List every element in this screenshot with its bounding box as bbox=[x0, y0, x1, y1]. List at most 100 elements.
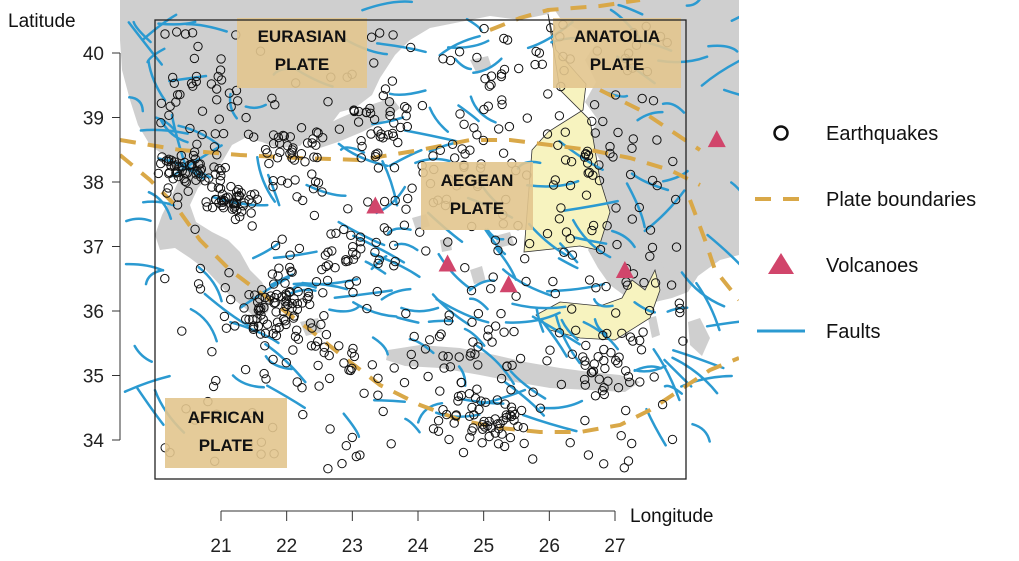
karpathos-island bbox=[648, 316, 660, 338]
fault-line bbox=[168, 74, 208, 83]
legend-plate-boundaries-label: Plate boundaries bbox=[826, 189, 976, 211]
earthquake-point bbox=[467, 402, 477, 413]
earthquake-point bbox=[499, 327, 509, 337]
earthquake-point bbox=[554, 111, 565, 121]
earthquake-point bbox=[639, 277, 649, 288]
earthquake-point bbox=[289, 311, 299, 321]
earthquake-point bbox=[579, 374, 590, 385]
fault-line bbox=[272, 250, 318, 260]
earthquake-point bbox=[438, 54, 448, 64]
earthquake-point bbox=[310, 341, 321, 351]
earthquake-point bbox=[484, 81, 494, 91]
fault-line bbox=[468, 279, 496, 292]
earthquake-point bbox=[351, 250, 361, 260]
earthquake-point bbox=[389, 363, 399, 373]
volcano-marker bbox=[366, 196, 385, 214]
fault-line bbox=[127, 21, 164, 66]
earthquake-point bbox=[278, 306, 289, 317]
earthquake-point bbox=[317, 264, 327, 275]
volcano-marker bbox=[615, 261, 634, 279]
earthquake-point bbox=[599, 383, 609, 393]
fault-line bbox=[610, 229, 636, 249]
fault-line bbox=[438, 34, 481, 57]
earthquake-point bbox=[496, 373, 507, 384]
earthquake-point bbox=[494, 124, 504, 134]
earthquake-point bbox=[591, 283, 601, 293]
earthquake-point bbox=[502, 361, 512, 371]
earthquake-point bbox=[548, 180, 559, 190]
earthquake-point bbox=[269, 279, 279, 289]
earthquake-point bbox=[164, 110, 174, 121]
earthquake-point bbox=[516, 405, 527, 416]
earthquake-point bbox=[312, 336, 323, 347]
earthquake-point bbox=[500, 399, 510, 409]
fault-line bbox=[706, 233, 739, 266]
earthquake-point bbox=[325, 424, 335, 434]
y-axis: 34 35 36 37 38 39 40 Latitude bbox=[8, 11, 121, 452]
earthquake-point bbox=[261, 374, 271, 384]
earthquake-point bbox=[379, 196, 390, 207]
earthquake-point bbox=[216, 75, 227, 85]
earthquake-point bbox=[428, 151, 438, 161]
fault-line bbox=[352, 301, 398, 318]
earthquake-point bbox=[378, 406, 388, 417]
fault-line bbox=[388, 89, 427, 96]
earthquake-point bbox=[594, 175, 605, 186]
earthquake-point bbox=[180, 176, 190, 186]
earthquake-point bbox=[366, 32, 377, 42]
earthquake-point bbox=[168, 72, 178, 83]
earthquake-point bbox=[365, 108, 376, 119]
earthquake-point bbox=[247, 221, 257, 231]
earthquake-point bbox=[671, 242, 682, 252]
earthquake-point bbox=[601, 281, 611, 292]
earthquake-point bbox=[307, 169, 317, 179]
earthquake-point bbox=[195, 284, 206, 294]
fault-line bbox=[486, 228, 505, 241]
earthquake-point bbox=[433, 426, 444, 436]
earthquake-point bbox=[565, 438, 575, 448]
earthquake-point bbox=[349, 105, 359, 116]
earthquake-point bbox=[528, 387, 538, 397]
earthquake-point bbox=[230, 321, 240, 331]
plate-name-line1: EURASIAN bbox=[258, 27, 347, 46]
earthquake-point bbox=[171, 97, 181, 107]
earthquake-point bbox=[587, 367, 597, 378]
fault-line bbox=[305, 183, 347, 198]
earthquake-point bbox=[496, 308, 506, 319]
earthquake-point bbox=[318, 288, 328, 298]
earthquake-point bbox=[594, 160, 604, 170]
fault-line bbox=[288, 288, 317, 295]
earthquake-point bbox=[401, 111, 411, 121]
earthquake-point bbox=[362, 303, 372, 314]
fault-line bbox=[511, 302, 567, 310]
earthquake-point bbox=[216, 54, 226, 64]
fault-line bbox=[453, 57, 473, 71]
rhodes-island bbox=[688, 318, 710, 356]
earthquake-point bbox=[521, 276, 531, 287]
earthquake-point bbox=[330, 263, 340, 273]
earthquake-point bbox=[599, 344, 609, 355]
earthquake-point bbox=[519, 438, 529, 449]
earthquake-point bbox=[194, 169, 204, 179]
earthquake-point bbox=[353, 117, 364, 127]
earthquake-point bbox=[298, 409, 308, 420]
fault-line bbox=[478, 388, 527, 406]
earthquake-point bbox=[537, 59, 547, 70]
earthquake-point bbox=[214, 114, 225, 124]
earthquake-point bbox=[260, 144, 271, 155]
earthquake-point bbox=[229, 203, 239, 213]
earthquake-point bbox=[483, 101, 493, 111]
y-tick-label: 34 bbox=[83, 431, 105, 452]
fault-line bbox=[380, 287, 412, 301]
earthquake-point bbox=[341, 256, 351, 267]
x-axis-ticks: 21 22 23 24 25 26 27 bbox=[210, 511, 626, 557]
earthquake-point bbox=[271, 307, 281, 317]
earthquake-point bbox=[400, 102, 410, 112]
earthquake-point bbox=[515, 353, 526, 364]
earthquake-point bbox=[460, 263, 470, 273]
plate-boundary-north bbox=[120, 138, 701, 187]
map-area: EURASIAN PLATE ANATOLIA PLATE AEGEAN PLA… bbox=[120, 0, 739, 480]
earthquake-point bbox=[227, 204, 238, 214]
legend-faults-label: Faults bbox=[826, 321, 880, 343]
earthquake-point bbox=[273, 132, 284, 143]
